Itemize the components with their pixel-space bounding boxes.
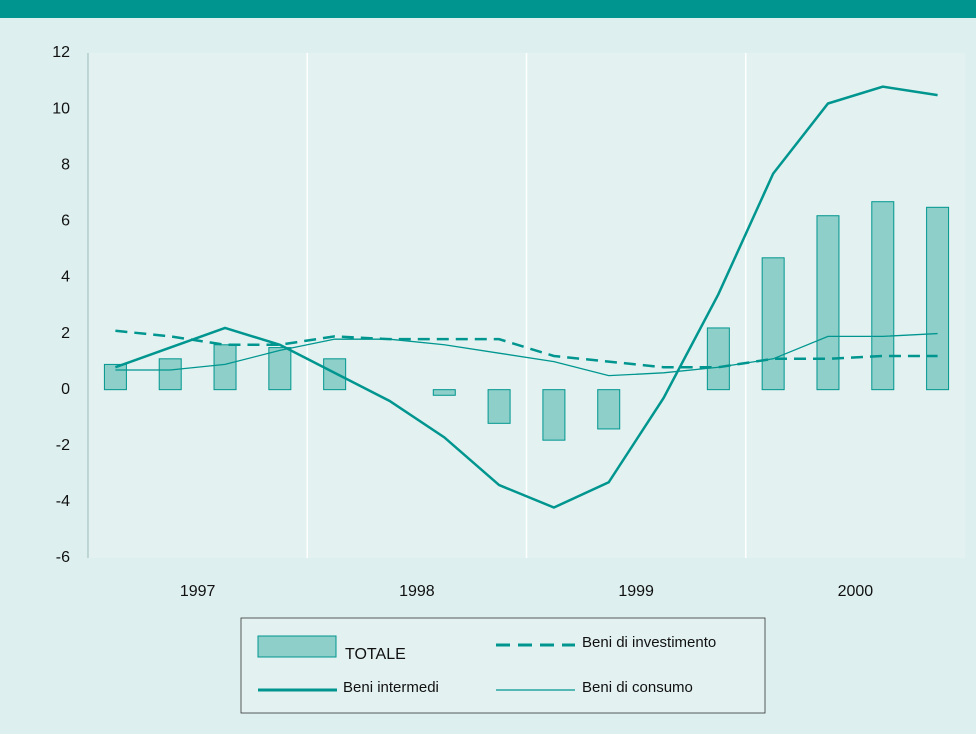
x-group-label: 1997 [180, 583, 216, 600]
bar [432, 389, 456, 396]
y-tick-label: 6 [61, 213, 70, 230]
legend-label: TOTALE [345, 646, 406, 663]
x-group-label: 1999 [618, 583, 654, 600]
bar [816, 215, 840, 391]
header-band [0, 0, 976, 18]
x-group-label: 1998 [399, 583, 435, 600]
bar [542, 389, 566, 441]
y-tick-label: 8 [61, 156, 70, 173]
y-tick-label: 0 [61, 381, 70, 398]
bar [597, 389, 621, 430]
bar [158, 358, 182, 391]
bar [871, 201, 895, 391]
y-tick-label: -4 [56, 493, 70, 510]
bar [487, 389, 511, 424]
legend-box [240, 617, 766, 714]
bar [213, 344, 237, 391]
line-series [115, 332, 938, 377]
y-tick-label: 12 [52, 44, 70, 61]
line-series [114, 85, 938, 509]
bar [761, 257, 785, 391]
line-series [115, 329, 938, 369]
x-group-label: 2000 [838, 583, 874, 600]
bar [926, 206, 950, 391]
bar [706, 327, 730, 391]
y-tick-label: -2 [56, 437, 70, 454]
legend-label: Beni di consumo [582, 679, 693, 696]
legend-label: Beni intermedi [343, 679, 439, 696]
legend-swatch [257, 635, 337, 658]
bar [268, 347, 292, 391]
y-tick-label: 2 [61, 325, 70, 342]
y-tick-label: -6 [56, 549, 70, 566]
y-tick-label: 4 [61, 269, 70, 286]
y-tick-label: 10 [52, 100, 70, 117]
legend-label: Beni di investimento [582, 634, 716, 651]
bar [103, 363, 127, 391]
